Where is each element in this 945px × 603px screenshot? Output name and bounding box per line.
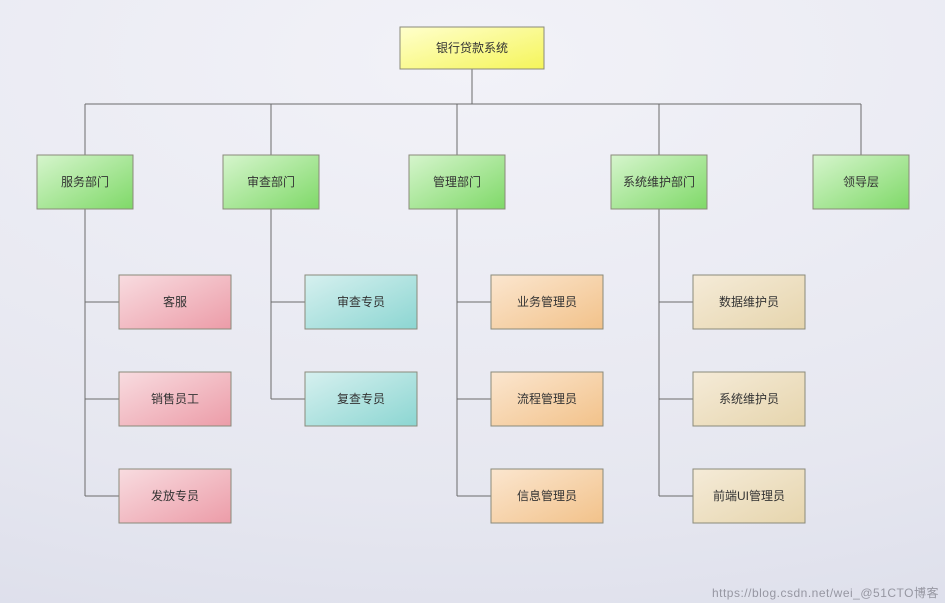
svg-text:前端UI管理员: 前端UI管理员 (713, 488, 785, 503)
branch-leader: 领导层 (813, 155, 909, 209)
leaf-service-2: 发放专员 (119, 469, 231, 523)
svg-text:流程管理员: 流程管理员 (517, 391, 577, 406)
branch-service: 服务部门 (37, 155, 133, 209)
leaf-audit-0: 审查专员 (305, 275, 417, 329)
leaf-maintain-2: 前端UI管理员 (693, 469, 805, 523)
svg-text:服务部门: 服务部门 (61, 174, 109, 189)
root-node: 银行贷款系统 (400, 27, 544, 69)
leaf-service-0: 客服 (119, 275, 231, 329)
svg-text:发放专员: 发放专员 (151, 488, 199, 503)
svg-text:系统维护部门: 系统维护部门 (623, 174, 695, 189)
svg-text:客服: 客服 (163, 294, 187, 309)
leaf-manage-2: 信息管理员 (491, 469, 603, 523)
svg-text:管理部门: 管理部门 (433, 174, 481, 189)
org-chart: 银行贷款系统服务部门客服销售员工发放专员 审查部门审查专员复查专员 管理部门业务管理… (0, 0, 945, 603)
branch-maintain: 系统维护部门 (611, 155, 707, 209)
svg-text:系统维护员: 系统维护员 (719, 392, 779, 406)
leaf-audit-1: 复查专员 (305, 372, 417, 426)
svg-text:业务管理员: 业务管理员 (517, 294, 577, 309)
branch-audit: 审查部门 (223, 155, 319, 209)
svg-text:审查部门: 审查部门 (247, 174, 295, 189)
branch-manage: 管理部门 (409, 155, 505, 209)
svg-text:销售员工: 销售员工 (151, 391, 199, 406)
svg-text:审查专员: 审查专员 (337, 294, 385, 309)
svg-text:信息管理员: 信息管理员 (517, 488, 577, 503)
svg-text:复查专员: 复查专员 (337, 391, 385, 406)
leaf-maintain-0: 数据维护员 (693, 275, 805, 329)
leaf-manage-1: 流程管理员 (491, 372, 603, 426)
nodes: 银行贷款系统服务部门客服销售员工发放专员 审查部门审查专员复查专员 管理部门业务管理… (37, 27, 909, 523)
svg-text:数据维护员: 数据维护员 (719, 294, 779, 309)
leaf-manage-0: 业务管理员 (491, 275, 603, 329)
leaf-service-1: 销售员工 (119, 372, 231, 426)
svg-text:领导层: 领导层 (843, 175, 879, 189)
leaf-maintain-1: 系统维护员 (693, 372, 805, 426)
svg-text:银行贷款系统: 银行贷款系统 (436, 41, 508, 55)
